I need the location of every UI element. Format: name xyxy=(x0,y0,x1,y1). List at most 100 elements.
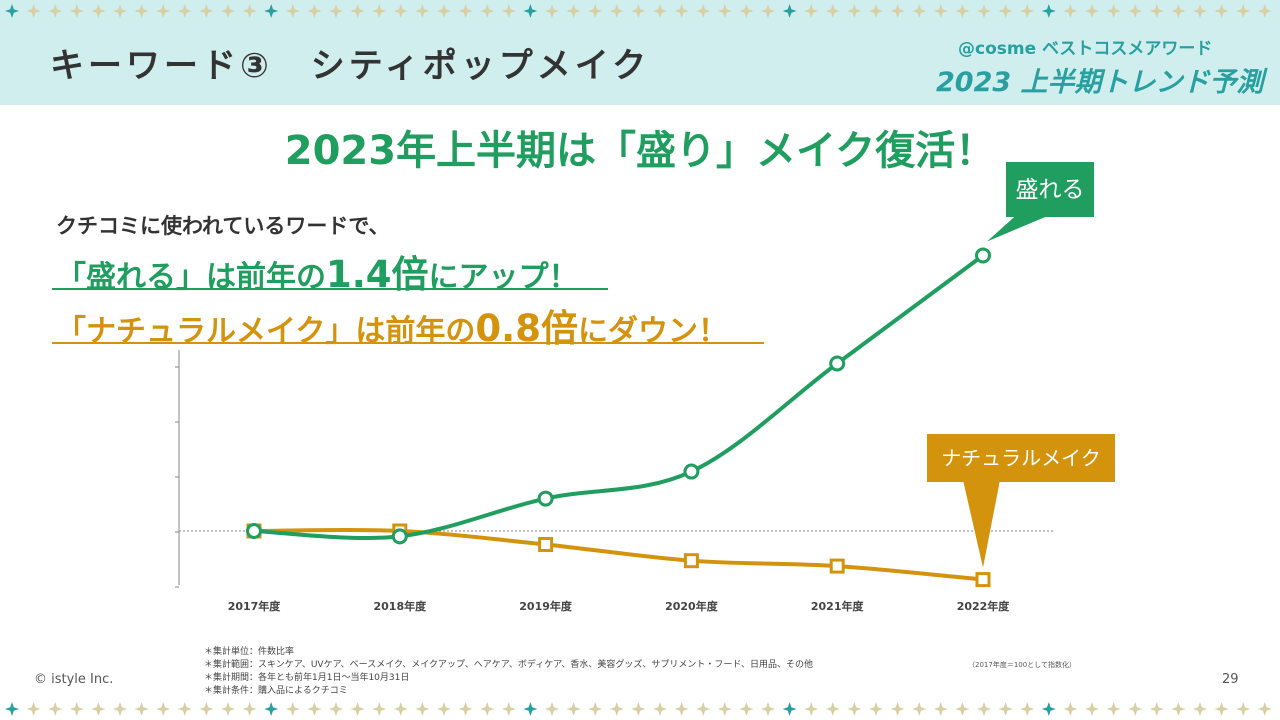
slide-title: キーワード③ シティポップメイク xyxy=(50,46,651,86)
star-icon xyxy=(609,4,624,18)
star-icon xyxy=(739,702,754,716)
subtitle: クチコミに使われているワードで、 xyxy=(56,214,390,238)
star-icon xyxy=(1193,702,1207,716)
star-icon xyxy=(177,702,192,716)
star-icon xyxy=(372,702,387,716)
star-icon xyxy=(134,702,149,716)
star-icon xyxy=(782,702,797,716)
x-tick-label: 2019年度 xyxy=(519,599,573,613)
star-icon xyxy=(696,4,711,18)
callout-box-natural xyxy=(927,434,1115,482)
star-icon xyxy=(674,4,689,18)
data-point-natural xyxy=(683,553,699,569)
star-icon xyxy=(199,4,214,18)
star-icon xyxy=(113,4,127,18)
data-point-natural xyxy=(538,536,554,552)
data-point-moreru xyxy=(975,247,991,264)
star-icon xyxy=(177,4,192,18)
note-unit: ＊集計単位：件数比率 xyxy=(204,647,295,657)
star-icon xyxy=(1041,702,1056,716)
star-icon xyxy=(545,4,559,18)
star-icon xyxy=(998,4,1013,18)
star-icon xyxy=(199,702,214,716)
data-point-moreru xyxy=(391,528,408,545)
star-icon xyxy=(1257,702,1272,716)
star-icon xyxy=(717,4,732,18)
star-icon xyxy=(1041,4,1056,18)
star-icon xyxy=(717,702,732,716)
star-icon xyxy=(1193,4,1207,18)
star-icon xyxy=(696,702,711,716)
star-icon xyxy=(1128,4,1143,18)
star-icon xyxy=(998,702,1013,716)
star-icon xyxy=(415,4,430,18)
data-point-natural xyxy=(975,572,991,588)
star-icon xyxy=(1214,4,1229,18)
star-icon xyxy=(91,702,106,716)
star-icon xyxy=(156,4,171,18)
star-icon xyxy=(285,4,300,18)
data-point-moreru xyxy=(246,522,262,539)
star-icon xyxy=(69,4,84,18)
star-icon xyxy=(1063,4,1078,18)
star-icon xyxy=(545,702,559,716)
star-icon xyxy=(890,4,905,18)
headline: 2023年上半期は「盛り」メイク復活！ xyxy=(284,128,996,174)
star-icon xyxy=(1171,702,1186,716)
x-tick-label: 2020年度 xyxy=(665,599,719,613)
star-icon xyxy=(26,4,41,18)
note-scope: ＊集計範囲：スキンケア、UVケア、ベースメイク、メイクアップ、ヘアケア、ボディケ… xyxy=(204,660,813,670)
brand-award-name: @cosme ベストコスメアワード xyxy=(958,39,1213,59)
data-point-moreru xyxy=(829,355,846,372)
star-icon xyxy=(804,702,819,716)
header-band xyxy=(0,0,1280,105)
star-icon xyxy=(350,4,365,18)
copyright: © istyle Inc. xyxy=(34,672,114,687)
star-border-top xyxy=(5,4,1280,18)
star-icon xyxy=(437,702,451,716)
star-icon xyxy=(631,4,646,18)
star-icon xyxy=(761,702,775,716)
star-icon xyxy=(1085,4,1099,18)
star-icon xyxy=(48,702,63,716)
series-line-natural xyxy=(252,527,985,582)
star-icon xyxy=(415,702,430,716)
star-icon xyxy=(847,702,862,716)
star-icon xyxy=(566,702,581,716)
callout-box-moreru xyxy=(1006,162,1094,217)
star-icon xyxy=(1257,4,1272,18)
star-icon xyxy=(480,702,495,716)
green-underline xyxy=(52,288,608,290)
star-icon xyxy=(955,702,970,716)
star-icon xyxy=(393,702,408,716)
x-tick-label: 2021年度 xyxy=(811,599,865,613)
callout-label-natural: ナチュラルメイク xyxy=(941,446,1101,470)
callout-label-moreru: 盛れる xyxy=(1016,177,1085,203)
star-icon xyxy=(350,702,365,716)
star-icon xyxy=(69,702,84,716)
star-icon xyxy=(674,702,689,716)
star-icon xyxy=(307,4,322,18)
star-icon xyxy=(26,702,41,716)
star-icon xyxy=(91,4,106,18)
star-icon xyxy=(242,702,257,716)
star-icon xyxy=(523,702,538,716)
star-icon xyxy=(437,4,451,18)
brand-trend-title: 2023 上半期トレンド予測 xyxy=(936,67,1264,98)
star-icon xyxy=(566,4,581,18)
star-icon xyxy=(156,702,171,716)
callout-pointer-moreru xyxy=(987,210,1062,242)
x-tick-label: 2018年度 xyxy=(373,599,427,613)
star-icon xyxy=(1063,702,1078,716)
star-icon xyxy=(1128,702,1143,716)
star-icon xyxy=(5,4,19,18)
orange-underline xyxy=(52,342,764,344)
star-icon xyxy=(825,4,840,18)
data-point-natural xyxy=(829,558,845,574)
star-icon xyxy=(264,702,279,716)
x-tick-label: 2022年度 xyxy=(957,599,1011,613)
star-icon xyxy=(977,4,991,18)
star-icon xyxy=(912,702,927,716)
star-icon xyxy=(329,4,343,18)
star-icon xyxy=(523,4,538,18)
